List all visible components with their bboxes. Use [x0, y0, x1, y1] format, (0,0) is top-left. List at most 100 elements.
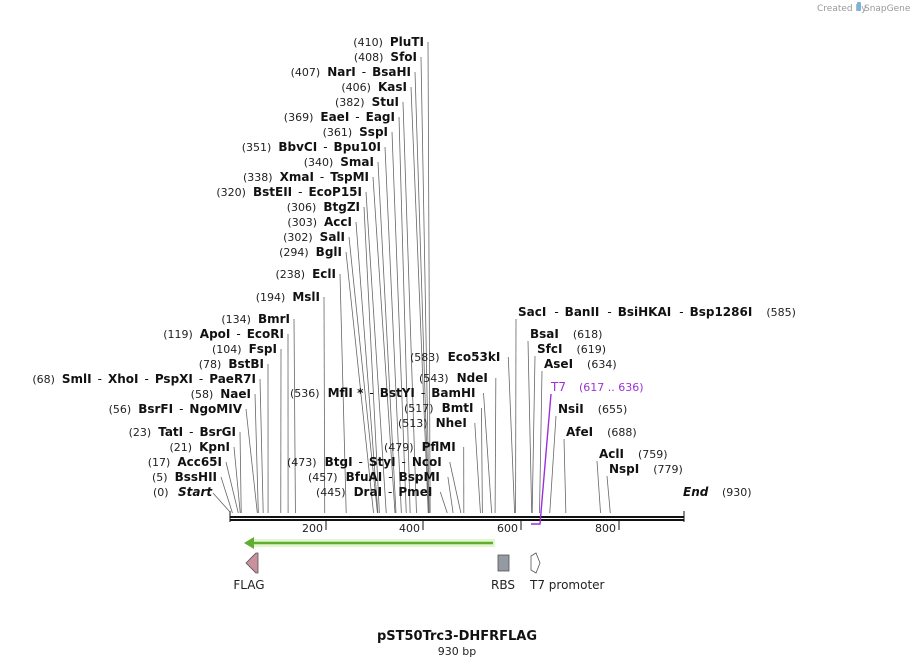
enzyme-name[interactable]: BstBI [228, 357, 264, 371]
enzyme-name[interactable]: XmaI [280, 170, 314, 184]
enzyme-name[interactable]: NdeI [457, 371, 488, 385]
enzyme-name[interactable]: TatI [158, 425, 183, 439]
enzyme-name[interactable]: NspI [609, 462, 639, 476]
cut-site-label-acci[interactable]: (303) AccI [287, 215, 352, 229]
enzyme-name[interactable]: SfoI [390, 50, 417, 64]
enzyme-name[interactable]: StyI [369, 455, 396, 469]
enzyme-name[interactable]: BfuAI [346, 470, 383, 484]
enzyme-name[interactable]: BstEII [253, 185, 292, 199]
enzyme-name[interactable]: EcoP15I [308, 185, 362, 199]
cut-site-label-smai[interactable]: (340) SmaI [304, 155, 374, 169]
enzyme-name[interactable]: PspXI [155, 372, 193, 386]
enzyme-name[interactable]: PluTI [390, 35, 424, 49]
cut-site-label-asei[interactable]: AseI (634) [544, 357, 617, 371]
enzyme-name[interactable]: NheI [436, 416, 467, 430]
cut-site-label-btgzi[interactable]: (306) BtgZI [287, 200, 360, 214]
enzyme-name[interactable]: DraI [354, 485, 382, 499]
enzyme-name[interactable]: Bpu10I [334, 140, 381, 154]
enzyme-name[interactable]: BsaHI [372, 65, 411, 79]
enzyme-name[interactable]: BssHII [175, 470, 217, 484]
cut-site-label-bgli[interactable]: (294) BglI [279, 245, 342, 259]
enzyme-name[interactable]: MslI [292, 290, 320, 304]
cut-site-label-sfoi[interactable]: (408) SfoI [354, 50, 417, 64]
enzyme-name[interactable]: EaeI [320, 110, 349, 124]
enzyme-name[interactable]: FspI [249, 342, 277, 356]
enzyme-name[interactable]: PmeI [398, 485, 432, 499]
cut-site-label-nspi[interactable]: NspI (779) [609, 462, 683, 476]
cut-site-label-ndei[interactable]: (543) NdeI [419, 371, 488, 385]
enzyme-name[interactable]: SfcI [537, 342, 562, 356]
cut-site-label-bmri[interactable]: (134) BmrI [221, 312, 290, 326]
cut-site-label-bstbi[interactable]: (78) BstBI [199, 357, 264, 371]
cut-site-label-pluti[interactable]: (410) PluTI [353, 35, 424, 49]
enzyme-name[interactable]: BsiHKAI [618, 305, 672, 319]
cut-site-label-drai[interactable]: (445) DraI - PmeI [316, 485, 432, 499]
enzyme-name[interactable]: NgoMIV [189, 402, 242, 416]
enzyme-name[interactable]: Eco53kI [448, 350, 501, 364]
enzyme-name[interactable]: SspI [359, 125, 388, 139]
cut-site-label-mfli[interactable]: (536) MflI * - BstYI - BamHI [290, 386, 476, 400]
rbs-feature-icon[interactable] [497, 554, 510, 572]
cut-site-label-stui[interactable]: (382) StuI [335, 95, 399, 109]
enzyme-name[interactable]: Acc65I [177, 455, 222, 469]
enzyme-name[interactable]: EclI [312, 267, 336, 281]
cut-site-label-sali[interactable]: (302) SalI [283, 230, 345, 244]
enzyme-name[interactable]: PflMI [422, 440, 456, 454]
cut-site-label-saci[interactable]: SacI - BanII - BsiHKAI - Bsp1286I (585) [518, 305, 796, 319]
cut-site-label-bsai[interactable]: BsaI (618) [530, 327, 602, 341]
cut-site-label-nari[interactable]: (407) NarI - BsaHI [291, 65, 411, 79]
enzyme-name[interactable]: KpnI [199, 440, 230, 454]
cut-site-label-bsteii[interactable]: (320) BstEII - EcoP15I [216, 185, 362, 199]
cut-site-label-afei[interactable]: AfeI (688) [566, 425, 637, 439]
enzyme-name[interactable]: ApoI [200, 327, 231, 341]
enzyme-name[interactable]: BmtI [442, 401, 474, 415]
enzyme-name[interactable]: KasI [378, 80, 407, 94]
enzyme-name[interactable]: XhoI [108, 372, 139, 386]
cut-site-label-nsii[interactable]: NsiI (655) [558, 402, 627, 416]
cut-site-label-sfci[interactable]: SfcI (619) [537, 342, 606, 356]
cut-site-label-naei[interactable]: (58) NaeI [191, 387, 251, 401]
enzyme-name[interactable]: BtgZI [323, 200, 360, 214]
cut-site-label-eaei[interactable]: (369) EaeI - EagI [284, 110, 395, 124]
enzyme-name[interactable]: BsaI [530, 327, 559, 341]
cut-site-label-sspi[interactable]: (361) SspI [323, 125, 388, 139]
enzyme-name[interactable]: AfeI [566, 425, 593, 439]
cut-site-label-kpni[interactable]: (21) KpnI [170, 440, 231, 454]
enzyme-name[interactable]: SmlI [62, 372, 92, 386]
enzyme-name[interactable]: MflI * [328, 386, 364, 400]
enzyme-name[interactable]: NaeI [220, 387, 251, 401]
enzyme-name[interactable]: BbvCI [278, 140, 317, 154]
enzyme-name[interactable]: NsiI [558, 402, 584, 416]
cut-site-label-kasi[interactable]: (406) KasI [341, 80, 407, 94]
enzyme-name[interactable]: EcoRI [247, 327, 284, 341]
enzyme-name[interactable]: TspMI [330, 170, 369, 184]
cut-site-label-bsshii[interactable]: (5) BssHII [152, 470, 217, 484]
cut-site-label-btgi[interactable]: (473) BtgI - StyI - NcoI [287, 455, 442, 469]
cut-site-label-smli[interactable]: (68) SmlI - XhoI - PspXI - PaeR7I [32, 372, 256, 386]
cut-site-label-pflmi[interactable]: (479) PflMI [384, 440, 456, 454]
enzyme-name[interactable]: BamHI [431, 386, 475, 400]
cut-site-label-fspi[interactable]: (104) FspI [212, 342, 277, 356]
enzyme-name[interactable]: BglI [316, 245, 342, 259]
cut-site-label-tati[interactable]: (23) TatI - BsrGI [129, 425, 236, 439]
cut-site-label-acc65i[interactable]: (17) Acc65I [148, 455, 222, 469]
enzyme-name[interactable]: BstYI [380, 386, 415, 400]
enzyme-name[interactable]: BmrI [258, 312, 290, 326]
enzyme-name[interactable]: EagI [366, 110, 395, 124]
enzyme-name[interactable]: BspMI [399, 470, 440, 484]
enzyme-name[interactable]: SacI [518, 305, 546, 319]
t7-label[interactable]: T7 [550, 380, 566, 394]
cut-site-label-bmti[interactable]: (517) BmtI [404, 401, 473, 415]
cut-site-label-msli[interactable]: (194) MslI [256, 290, 320, 304]
enzyme-name[interactable]: BsrGI [199, 425, 236, 439]
orf-arrow[interactable] [244, 537, 495, 549]
enzyme-name[interactable]: SalI [320, 230, 345, 244]
enzyme-name[interactable]: BsrFI [138, 402, 173, 416]
enzyme-name[interactable]: Bsp1286I [690, 305, 753, 319]
cut-site-label-bfuai[interactable]: (457) BfuAI - BspMI [308, 470, 440, 484]
enzyme-name[interactable]: NarI [327, 65, 356, 79]
enzyme-name[interactable]: AseI [544, 357, 573, 371]
cut-site-label-bsrfi[interactable]: (56) BsrFI - NgoMIV [109, 402, 243, 416]
cut-site-label-eco53ki[interactable]: (583) Eco53kI [410, 350, 500, 364]
enzyme-name[interactable]: NcoI [412, 455, 442, 469]
